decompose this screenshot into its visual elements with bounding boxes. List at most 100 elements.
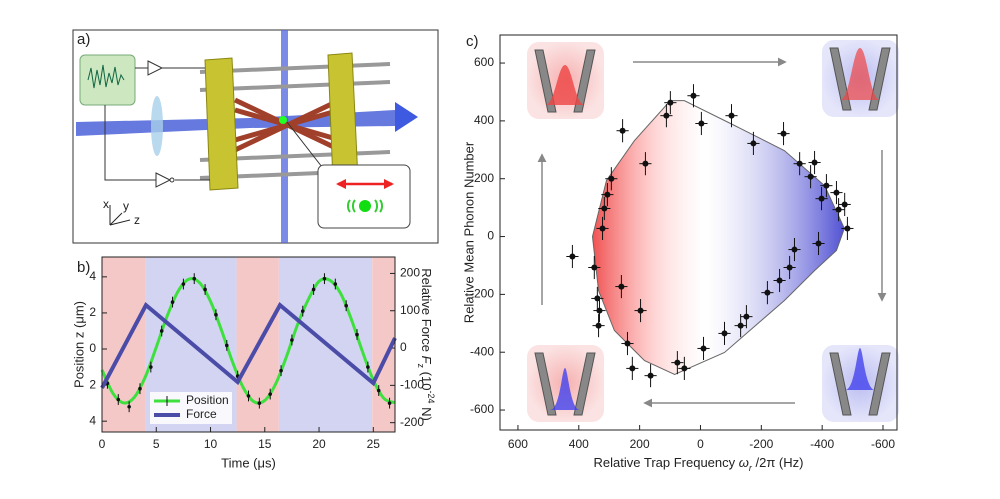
x-tick-label: -400 [810, 437, 834, 451]
end-plate [204, 57, 239, 191]
y-tick-label: 400 [474, 113, 494, 127]
wavepacket [545, 65, 585, 105]
wavepacket [550, 368, 580, 410]
axis-label-part: Relative Trap Frequency [594, 455, 739, 470]
ion-motion [346, 199, 384, 213]
noise-trace [87, 64, 125, 89]
y2-tick-label: 0 [400, 340, 407, 354]
wavepacket [845, 348, 875, 390]
data-point [604, 191, 611, 198]
data-point [268, 392, 273, 396]
inverter [169, 177, 175, 183]
axis-label: Position z (μm) [71, 301, 86, 388]
zoom-line [286, 121, 323, 168]
legend-label: Position [186, 393, 229, 407]
axis-label-part: Relative Force [419, 268, 434, 355]
data-point [138, 386, 142, 391]
y-tick-label: 4 [89, 413, 96, 427]
cycle-region [591, 100, 845, 376]
data-point [257, 401, 262, 405]
data-point [823, 182, 830, 189]
data-point [791, 246, 798, 253]
data-point [690, 92, 697, 99]
axis-label: Time (μs) [221, 455, 276, 470]
y-tick-label: -400 [470, 344, 494, 358]
legend-box [150, 392, 232, 424]
data-point [844, 225, 851, 232]
data-point [629, 365, 636, 372]
data-point [333, 282, 338, 286]
y-tick-label: 200 [474, 171, 494, 185]
axis-y-label: y [123, 199, 129, 213]
ion [279, 116, 287, 124]
x-tick-label: -200 [749, 437, 773, 451]
data-point [311, 287, 316, 292]
x-tick-label: 20 [312, 437, 326, 451]
data-point [246, 394, 251, 398]
axis-label-part: ω [739, 455, 749, 470]
data-point [815, 240, 822, 247]
data-point [743, 313, 750, 320]
data-point [355, 332, 359, 337]
axis-label-part: z [416, 364, 426, 369]
data-point [818, 195, 825, 202]
y2-tick-label: -200 [400, 415, 424, 429]
data-point [624, 340, 631, 347]
setup-diagram: x y z [72, 29, 439, 244]
axis-label-part: (10 [419, 368, 434, 390]
panel-label: b) [77, 259, 90, 276]
x-tick-label: 25 [367, 437, 381, 451]
data-point [642, 160, 649, 167]
data-point [841, 201, 848, 208]
axis-label-part: r [749, 463, 753, 473]
data-point [591, 264, 598, 271]
insets [527, 40, 899, 422]
data-point [647, 372, 654, 379]
y2-tick-label: 200 [400, 266, 420, 280]
x-tick-label: 10 [204, 437, 218, 451]
wiring [104, 67, 210, 181]
axis-label-part: N) [419, 403, 434, 420]
y-tick-label: 2 [89, 305, 96, 319]
axis-label-part: /2π (Hz) [752, 455, 804, 470]
electrodes [233, 97, 342, 153]
data-point [698, 120, 705, 127]
y-tick-label: 600 [474, 55, 494, 69]
x-tick-label: -600 [871, 437, 895, 451]
laser-beam [76, 118, 250, 136]
data-point [224, 343, 229, 348]
x-tick-label: 5 [153, 437, 160, 451]
data-point [300, 309, 305, 313]
data-point [387, 401, 392, 405]
x-tick-label: 400 [569, 437, 589, 451]
x-tick-label: 600 [508, 437, 528, 451]
data-point [786, 264, 793, 271]
ion [359, 200, 371, 212]
data-point [290, 338, 294, 342]
plot-frame [101, 256, 396, 433]
y-tick-label: 2 [89, 377, 96, 391]
data-point [149, 365, 153, 369]
axis-label: Relative Trap Frequency ωr /2π (Hz) [594, 455, 804, 473]
data-point [776, 277, 783, 284]
force-line [100, 302, 397, 389]
data-point [376, 388, 381, 393]
y-tick-label: 4 [89, 269, 96, 283]
data-point [599, 225, 606, 232]
x-tick-label: 0 [99, 437, 106, 451]
data-point [279, 368, 283, 373]
data-point [214, 312, 218, 317]
data-point [681, 365, 688, 372]
y-tick-label: -600 [470, 402, 494, 416]
data-point [667, 99, 674, 106]
data-point [780, 130, 787, 137]
data-point [127, 404, 131, 409]
data-point [170, 300, 175, 304]
x-tick-label: 200 [630, 437, 650, 451]
axis-label-part: F [419, 356, 434, 365]
data-point [674, 359, 681, 366]
data-point [764, 289, 771, 296]
data-point [595, 322, 602, 329]
data-point [796, 160, 803, 167]
